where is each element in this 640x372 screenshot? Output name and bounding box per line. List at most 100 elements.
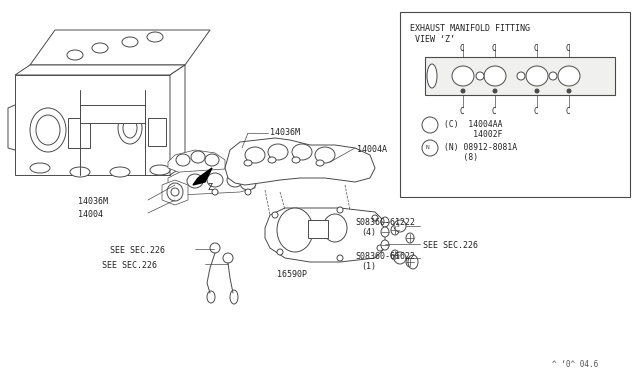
Polygon shape (170, 65, 185, 175)
Ellipse shape (176, 154, 190, 166)
Ellipse shape (123, 118, 137, 138)
Text: (N) 08912-8081A: (N) 08912-8081A (444, 143, 517, 152)
Ellipse shape (205, 154, 219, 166)
Text: VIEW ‘Z’: VIEW ‘Z’ (410, 35, 455, 44)
Text: 14036M: 14036M (78, 197, 108, 206)
Ellipse shape (67, 50, 83, 60)
Ellipse shape (277, 249, 283, 255)
Text: N: N (426, 144, 430, 150)
Ellipse shape (147, 32, 163, 42)
Ellipse shape (30, 108, 66, 152)
Ellipse shape (245, 189, 251, 195)
Ellipse shape (171, 188, 179, 196)
Text: ^ ‘0^ 04.6: ^ ‘0^ 04.6 (552, 360, 598, 369)
Ellipse shape (526, 66, 548, 86)
Ellipse shape (394, 252, 406, 264)
Bar (148, 118, 166, 146)
Ellipse shape (391, 225, 399, 235)
Polygon shape (193, 168, 212, 185)
Ellipse shape (422, 117, 438, 133)
Ellipse shape (292, 144, 312, 160)
Ellipse shape (517, 72, 525, 80)
Text: SEE SEC.226: SEE SEC.226 (102, 261, 157, 270)
Ellipse shape (377, 245, 383, 251)
Ellipse shape (316, 160, 324, 166)
Ellipse shape (36, 115, 60, 145)
Ellipse shape (167, 183, 183, 201)
Text: 14002F: 14002F (444, 130, 502, 139)
Ellipse shape (372, 215, 378, 221)
Ellipse shape (422, 140, 438, 156)
Ellipse shape (110, 167, 130, 177)
Polygon shape (30, 30, 210, 65)
Ellipse shape (244, 160, 252, 166)
Text: 14004: 14004 (78, 210, 103, 219)
Polygon shape (15, 65, 185, 75)
Ellipse shape (406, 233, 414, 243)
Text: (8): (8) (444, 153, 478, 162)
Ellipse shape (191, 151, 205, 163)
Ellipse shape (179, 189, 185, 195)
Ellipse shape (70, 167, 90, 177)
Text: S: S (396, 254, 400, 260)
Ellipse shape (381, 240, 389, 250)
Text: (C)  14004AA: (C) 14004AA (444, 120, 502, 129)
Text: S08360-61622: S08360-61622 (355, 252, 415, 261)
Ellipse shape (558, 66, 580, 86)
Ellipse shape (381, 217, 389, 227)
Text: EXHAUST MANIFOLD FITTING: EXHAUST MANIFOLD FITTING (410, 24, 530, 33)
Ellipse shape (323, 214, 347, 242)
Bar (400, 12, 630, 197)
Ellipse shape (461, 89, 465, 93)
Text: C: C (534, 44, 539, 53)
Ellipse shape (30, 163, 50, 173)
Text: C: C (492, 107, 497, 116)
Text: SEE SEC.226: SEE SEC.226 (110, 246, 165, 255)
Ellipse shape (549, 72, 557, 80)
Text: (1): (1) (361, 262, 376, 271)
Ellipse shape (292, 157, 300, 163)
Ellipse shape (227, 173, 243, 187)
Ellipse shape (187, 174, 203, 188)
Text: Z: Z (207, 183, 212, 192)
Ellipse shape (406, 257, 414, 267)
Ellipse shape (245, 147, 265, 163)
Ellipse shape (122, 37, 138, 47)
Ellipse shape (230, 290, 238, 304)
Text: 14004A: 14004A (357, 145, 387, 154)
Text: S: S (396, 222, 400, 228)
Ellipse shape (381, 227, 389, 237)
Text: C: C (566, 107, 571, 116)
Ellipse shape (207, 291, 215, 303)
Ellipse shape (268, 144, 288, 160)
Text: (4): (4) (361, 228, 376, 237)
Ellipse shape (394, 220, 406, 232)
Ellipse shape (272, 212, 278, 218)
Ellipse shape (535, 89, 539, 93)
Text: C: C (534, 107, 539, 116)
Ellipse shape (223, 253, 233, 263)
Ellipse shape (337, 207, 343, 213)
Ellipse shape (212, 189, 218, 195)
Ellipse shape (150, 165, 170, 175)
Ellipse shape (92, 43, 108, 53)
Ellipse shape (240, 176, 256, 190)
Ellipse shape (268, 157, 276, 163)
Polygon shape (15, 75, 170, 175)
Ellipse shape (476, 72, 484, 80)
Text: C: C (460, 44, 465, 53)
Text: S08360-61222: S08360-61222 (355, 218, 415, 227)
Bar (425, 57, 615, 95)
Ellipse shape (484, 66, 506, 86)
Text: C: C (566, 44, 571, 53)
Ellipse shape (337, 255, 343, 261)
Text: 16590P: 16590P (277, 270, 307, 279)
Ellipse shape (452, 66, 474, 86)
Ellipse shape (207, 173, 223, 187)
Text: 14036M: 14036M (270, 128, 300, 137)
Polygon shape (225, 138, 375, 185)
Polygon shape (162, 180, 188, 205)
Ellipse shape (315, 147, 335, 163)
Ellipse shape (427, 64, 437, 88)
Polygon shape (168, 168, 255, 195)
